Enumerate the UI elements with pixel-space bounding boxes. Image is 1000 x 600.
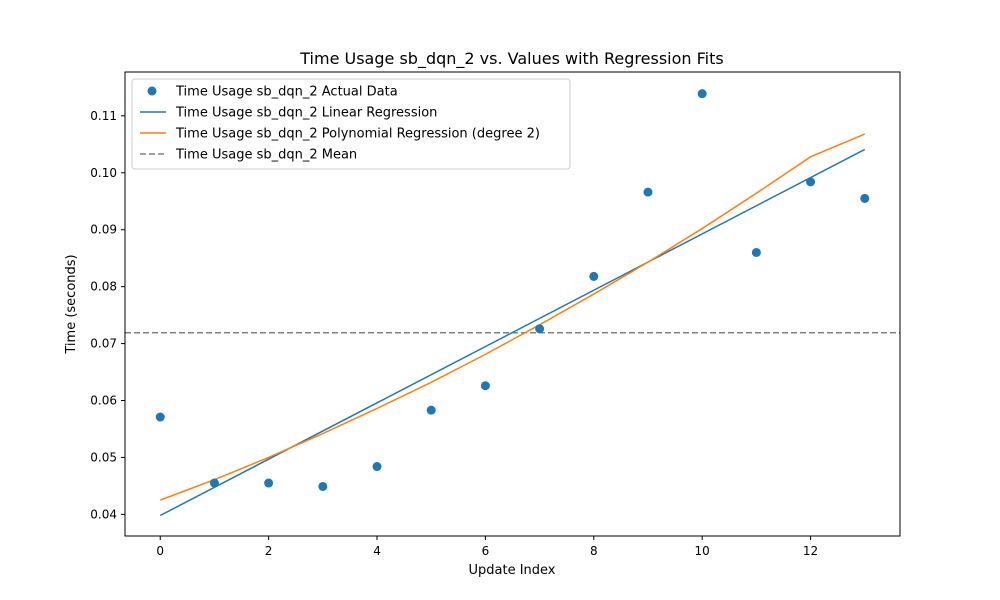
data-point	[426, 405, 436, 415]
y-tick-label: 0.06	[90, 394, 117, 408]
legend-label: Time Usage sb_dqn_2 Linear Regression	[175, 106, 437, 121]
data-point	[264, 478, 274, 488]
data-point	[209, 478, 219, 488]
x-tick-label: 12	[803, 544, 818, 558]
y-tick-label: 0.04	[90, 507, 117, 521]
y-tick-label: 0.10	[90, 166, 117, 180]
plot-series	[125, 89, 900, 517]
legend: Time Usage sb_dqn_2 Actual Data Time Usag…	[131, 78, 571, 170]
x-tick-label: 2	[265, 544, 273, 558]
y-tick-label: 0.11	[90, 109, 117, 123]
legend-label: Time Usage sb_dqn_2 Mean	[175, 148, 357, 163]
y-tick-label: 0.07	[90, 337, 117, 351]
y-tick-label: 0.09	[90, 223, 117, 237]
data-point	[589, 271, 599, 281]
data-point	[860, 193, 870, 203]
axes-ticks: 0 2 4 6 8 10 12 0.04 0.05 0.06 0.07 0.08 0.09 0.10 0.1…	[90, 109, 818, 558]
x-tick-label: 0	[156, 544, 164, 558]
data-point	[806, 177, 816, 187]
data-point	[318, 481, 328, 491]
legend-marker-scatter	[147, 86, 157, 96]
data-point	[372, 462, 382, 472]
legend-box	[131, 78, 571, 170]
x-tick-label: 6	[482, 544, 490, 558]
y-axis-label: Time (seconds)	[64, 254, 79, 354]
x-tick-label: 10	[695, 544, 710, 558]
legend-label: Time Usage sb_dqn_2 Polynomial Regressio…	[175, 127, 540, 142]
legend-label: Time Usage sb_dqn_2 Actual Data	[175, 85, 398, 100]
data-point	[751, 247, 761, 257]
data-point	[480, 381, 490, 391]
x-tick-label: 4	[373, 544, 381, 558]
x-tick-label: 8	[590, 544, 598, 558]
plot-area	[125, 89, 900, 517]
y-tick-label: 0.08	[90, 280, 117, 294]
x-axis-label: Update Index	[468, 563, 555, 578]
linear-regression-line	[159, 148, 866, 517]
plot-frame	[124, 71, 901, 537]
y-tick-label: 0.05	[90, 450, 117, 464]
data-point	[697, 89, 707, 99]
chart-title: Time Usage sb_dqn_2 vs. Values with Regr…	[299, 49, 723, 69]
polynomial-regression-line	[159, 133, 866, 501]
data-point	[155, 412, 165, 422]
data-point	[535, 324, 545, 334]
data-point	[643, 187, 653, 197]
